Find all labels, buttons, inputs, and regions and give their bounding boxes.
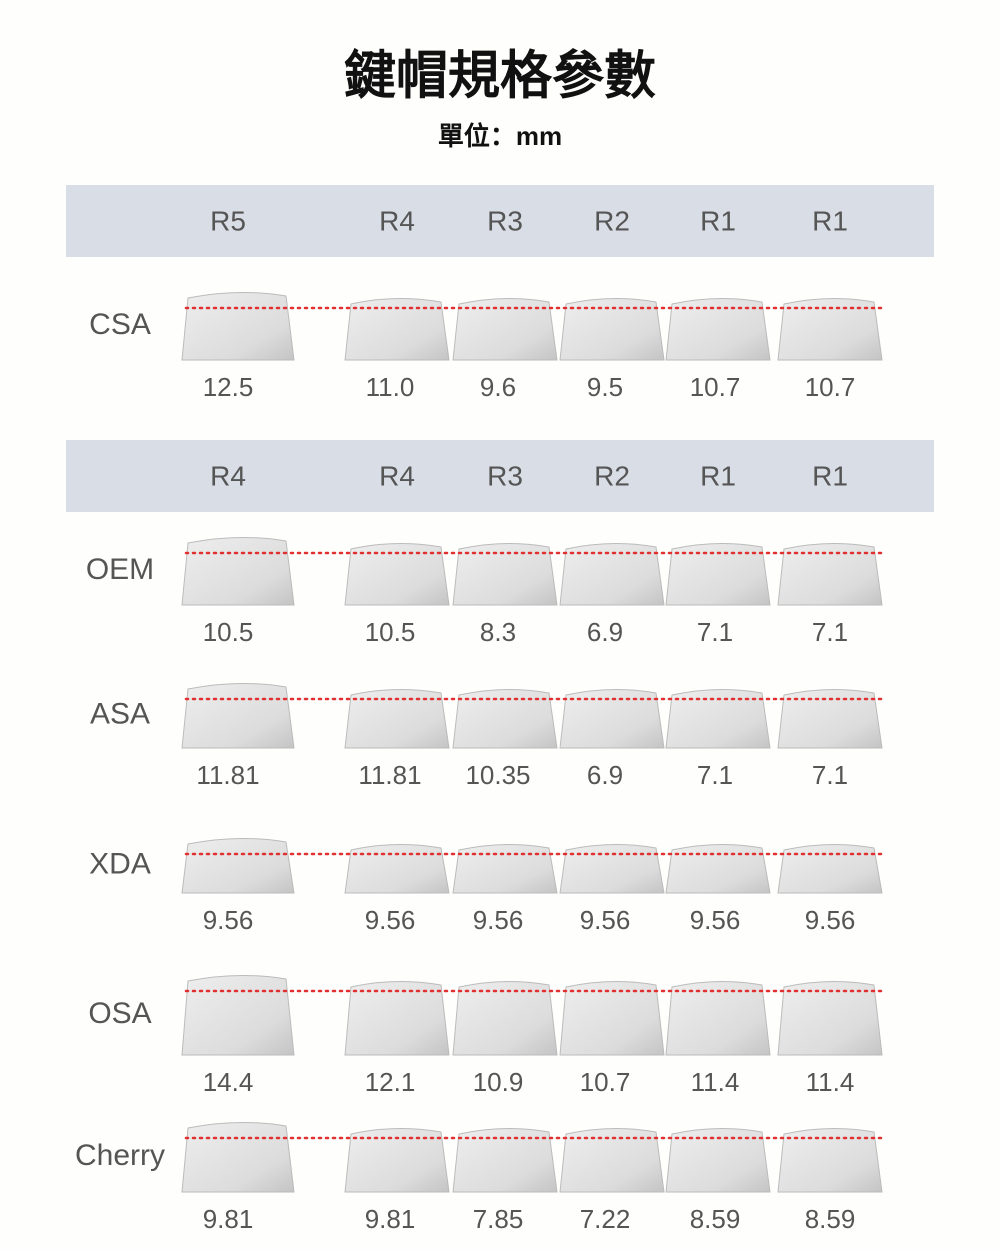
keycap	[665, 980, 771, 1056]
keycap	[665, 542, 771, 606]
profile-name: CSA	[89, 308, 151, 341]
profile-name: XDA	[89, 847, 151, 880]
value: 7.1	[697, 617, 733, 647]
value: 7.85	[473, 1204, 524, 1234]
value: 10.9	[473, 1067, 524, 1097]
keycap	[344, 297, 450, 361]
value: 9.81	[203, 1204, 254, 1234]
row-label: R3	[487, 460, 523, 491]
keycap	[181, 1121, 295, 1193]
keycap	[777, 688, 883, 749]
row-label: R1	[812, 460, 848, 491]
value: 11.81	[358, 760, 421, 790]
keycap	[181, 536, 295, 606]
row-label: R2	[594, 460, 630, 491]
keycap	[665, 297, 771, 361]
value: 7.1	[697, 760, 733, 790]
keycap	[777, 1127, 883, 1193]
subtitle: 單位：mm	[438, 121, 562, 151]
value: 11.4	[806, 1067, 855, 1097]
value: 9.56	[473, 905, 524, 935]
keycap	[777, 843, 883, 894]
value: 9.56	[365, 905, 416, 935]
keycap	[452, 542, 558, 606]
keycap	[344, 980, 450, 1056]
row-label: R4	[379, 460, 415, 491]
value: 10.5	[203, 617, 254, 647]
header-band	[66, 440, 934, 512]
value: 11.0	[366, 372, 415, 402]
keycap	[452, 843, 558, 894]
row-label: R1	[700, 460, 736, 491]
keycap	[452, 980, 558, 1056]
keycap	[559, 980, 665, 1056]
value: 11.4	[691, 1067, 740, 1097]
keycap	[344, 542, 450, 606]
value: 9.81	[365, 1204, 416, 1234]
value: 6.9	[587, 617, 623, 647]
profile-name: ASA	[90, 697, 150, 730]
row-label: R3	[487, 205, 523, 236]
keycap	[344, 1127, 450, 1193]
value: 9.5	[587, 372, 623, 402]
row-label: R2	[594, 205, 630, 236]
value: 8.3	[480, 617, 516, 647]
row-label: R1	[700, 205, 736, 236]
keycap	[777, 980, 883, 1056]
value: 10.7	[805, 372, 856, 402]
keycap	[181, 974, 295, 1056]
keycap	[181, 837, 295, 894]
value: 7.1	[812, 760, 848, 790]
row-label: R5	[210, 205, 246, 236]
header-band	[66, 185, 934, 257]
profile-name: OEM	[86, 553, 154, 586]
value: 9.6	[480, 372, 516, 402]
profile-name: Cherry	[75, 1139, 165, 1172]
keycap	[181, 682, 295, 749]
keycap	[559, 1127, 665, 1193]
value: 8.59	[690, 1204, 741, 1234]
value: 11.81	[196, 760, 259, 790]
row-label: R1	[812, 205, 848, 236]
keycap	[344, 843, 450, 894]
keycap	[559, 297, 665, 361]
profile-name: OSA	[88, 997, 151, 1030]
keycap	[452, 688, 558, 749]
keycap	[777, 297, 883, 361]
value: 9.56	[690, 905, 741, 935]
keycap	[452, 1127, 558, 1193]
keycap	[665, 843, 771, 894]
value: 10.35	[465, 760, 530, 790]
value: 6.9	[587, 760, 623, 790]
value: 14.4	[203, 1067, 254, 1097]
keycap	[665, 688, 771, 749]
value: 9.56	[580, 905, 631, 935]
keycap	[559, 843, 665, 894]
row-label: R4	[210, 460, 246, 491]
value: 9.56	[805, 905, 856, 935]
value: 10.5	[365, 617, 416, 647]
value: 9.56	[203, 905, 254, 935]
keycap	[777, 542, 883, 606]
keycap	[452, 297, 558, 361]
value: 7.22	[580, 1204, 631, 1234]
keycap	[665, 1127, 771, 1193]
keycap	[181, 291, 295, 361]
value: 8.59	[805, 1204, 856, 1234]
value: 12.5	[203, 372, 254, 402]
value: 12.1	[365, 1067, 416, 1097]
value: 7.1	[812, 617, 848, 647]
keycap	[559, 542, 665, 606]
value: 10.7	[690, 372, 741, 402]
title: 鍵帽規格參數	[344, 48, 656, 106]
row-label: R4	[379, 205, 415, 236]
keycap	[559, 688, 665, 749]
keycap	[344, 688, 450, 749]
value: 10.7	[580, 1067, 631, 1097]
